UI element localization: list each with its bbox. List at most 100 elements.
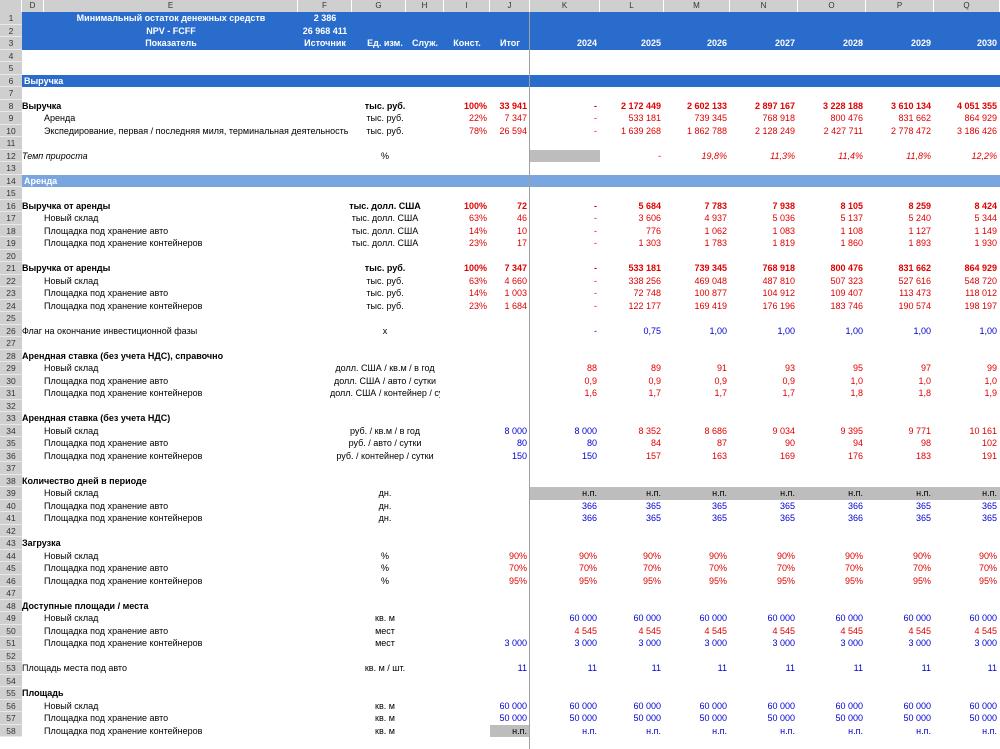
cell-l18[interactable]: 776 xyxy=(645,225,661,236)
cell-g36[interactable]: руб. / контейнер / сутки xyxy=(336,450,434,461)
column-header-h[interactable]: H xyxy=(406,0,444,12)
cell-j35[interactable]: 80 xyxy=(516,438,527,448)
cell-k45[interactable]: 70% xyxy=(578,563,597,573)
cell-m35[interactable]: 87 xyxy=(716,438,727,448)
cell-o29[interactable]: 95 xyxy=(852,363,863,373)
cell-k22[interactable]: - xyxy=(594,275,597,286)
row-number[interactable]: 24 xyxy=(0,299,22,312)
cell-abc6[interactable]: Выручка xyxy=(24,75,64,86)
cell-j16[interactable]: 72 xyxy=(516,200,527,211)
cell-e9[interactable]: Аренда xyxy=(44,113,76,123)
cell-l53[interactable]: 11 xyxy=(651,663,661,673)
cell-e58[interactable]: Площадка под хранение контейнеров xyxy=(44,725,203,736)
cell-g17[interactable]: тыс. долл. США xyxy=(351,213,419,223)
cell-e24[interactable]: Площадка под хранение контейнеров xyxy=(44,300,203,311)
cell-l23[interactable]: 72 748 xyxy=(633,288,661,298)
cell-k36[interactable]: 150 xyxy=(581,450,597,461)
cell-e57[interactable]: Площадка под хранение авто xyxy=(44,713,169,723)
cell-d38[interactable]: Количество дней в периоде xyxy=(22,475,147,486)
row-number[interactable]: 23 xyxy=(0,287,22,300)
cell-m34[interactable]: 8 686 xyxy=(704,425,727,436)
cell-d21[interactable]: Выручка от аренды xyxy=(22,263,111,273)
cell-l57[interactable]: 50 000 xyxy=(633,713,661,723)
cell-n51[interactable]: 3 000 xyxy=(772,638,795,648)
row-number[interactable]: 54 xyxy=(0,674,22,687)
cell-j34[interactable]: 8 000 xyxy=(504,425,527,436)
cell-n39[interactable]: н.п. xyxy=(730,487,798,500)
cell-m41[interactable]: 365 xyxy=(711,513,727,523)
cell-q50[interactable]: 4 545 xyxy=(974,625,997,636)
cell-p58[interactable]: н.п. xyxy=(916,725,931,736)
cell-o51[interactable]: 3 000 xyxy=(840,638,863,648)
column-header-i[interactable]: I xyxy=(444,0,490,12)
cell-d55[interactable]: Площадь xyxy=(22,688,64,698)
cell-q49[interactable]: 60 000 xyxy=(969,613,997,623)
cell-o34[interactable]: 9 395 xyxy=(840,425,863,436)
cell-j45[interactable]: 70% xyxy=(508,563,527,573)
cell-n56[interactable]: 60 000 xyxy=(767,700,795,711)
cell-o31[interactable]: 1,8 xyxy=(850,388,863,398)
row-number[interactable]: 26 xyxy=(0,324,22,337)
cell-n49[interactable]: 60 000 xyxy=(767,613,795,623)
row-number[interactable]: 47 xyxy=(0,587,22,600)
row-number[interactable]: 22 xyxy=(0,274,22,287)
cell-o19[interactable]: 1 860 xyxy=(840,238,863,248)
cell-l22[interactable]: 338 256 xyxy=(628,275,661,286)
cell-m45[interactable]: 70% xyxy=(708,563,727,573)
cell-p26[interactable]: 1,00 xyxy=(913,325,931,336)
row-number[interactable]: 49 xyxy=(0,612,22,625)
cell-j17[interactable]: 46 xyxy=(516,213,527,223)
cell-k9[interactable]: - xyxy=(594,113,597,123)
column-header-k[interactable]: K xyxy=(530,0,600,12)
cell-q24[interactable]: 198 197 xyxy=(964,300,997,311)
cell-k58[interactable]: н.п. xyxy=(582,725,597,736)
cell-g24[interactable]: тыс. руб. xyxy=(366,300,404,311)
cell-q58[interactable]: н.п. xyxy=(982,725,997,736)
cell-d43[interactable]: Загрузка xyxy=(22,538,61,548)
row-number[interactable]: 30 xyxy=(0,374,22,387)
cell-q56[interactable]: 60 000 xyxy=(969,700,997,711)
cell-p56[interactable]: 60 000 xyxy=(903,700,931,711)
cell-p12[interactable]: 11,8% xyxy=(906,150,931,161)
row-number[interactable]: 20 xyxy=(0,249,22,262)
cell-p24[interactable]: 190 574 xyxy=(898,300,931,311)
cell-e2[interactable]: NPV - FCFF xyxy=(146,25,196,36)
cell-p44[interactable]: 90% xyxy=(912,550,931,561)
row-number[interactable]: 5 xyxy=(0,62,22,75)
cell-q18[interactable]: 1 149 xyxy=(974,225,997,236)
cell-m53[interactable]: 11 xyxy=(717,663,727,673)
cell-g18[interactable]: тыс. долл. США xyxy=(351,225,419,236)
cell-o16[interactable]: 8 105 xyxy=(840,200,863,211)
cell-l16[interactable]: 5 684 xyxy=(638,200,661,211)
row-number[interactable]: 40 xyxy=(0,499,22,512)
cell-j3[interactable]: Итог xyxy=(499,38,520,48)
cell-k35[interactable]: 80 xyxy=(586,438,597,448)
cell-o40[interactable]: 366 xyxy=(847,500,863,511)
row-number[interactable]: 13 xyxy=(0,162,22,175)
row-number[interactable]: 33 xyxy=(0,412,22,425)
cell-n10[interactable]: 2 128 249 xyxy=(754,125,795,136)
cell-l26[interactable]: 0,75 xyxy=(643,325,661,336)
cell-m12[interactable]: 19,8% xyxy=(701,150,727,161)
cell-m44[interactable]: 90% xyxy=(708,550,727,561)
cell-n34[interactable]: 9 034 xyxy=(772,425,795,436)
cell-q29[interactable]: 99 xyxy=(986,363,997,373)
cell-q57[interactable]: 50 000 xyxy=(969,713,997,723)
cell-e3[interactable]: Показатель xyxy=(145,38,197,48)
column-header-e[interactable]: E xyxy=(44,0,298,12)
cell-e36[interactable]: Площадка под хранение контейнеров xyxy=(44,450,203,461)
row-number[interactable]: 35 xyxy=(0,437,22,450)
cell-q10[interactable]: 3 186 426 xyxy=(956,125,997,136)
cell-i17[interactable]: 63% xyxy=(468,213,487,223)
cell-p30[interactable]: 1,0 xyxy=(918,375,931,386)
cell-k31[interactable]: 1,6 xyxy=(584,388,597,398)
cell-n8[interactable]: 2 897 167 xyxy=(754,100,795,111)
cell-i23[interactable]: 14% xyxy=(468,288,487,298)
cell-g16[interactable]: тыс. долл. США xyxy=(349,200,421,211)
cell-p34[interactable]: 9 771 xyxy=(908,425,931,436)
row-number[interactable]: 56 xyxy=(0,699,22,712)
cell-q44[interactable]: 90% xyxy=(978,550,997,561)
cell-m56[interactable]: 60 000 xyxy=(699,700,727,711)
cell-k17[interactable]: - xyxy=(594,213,597,223)
cell-m30[interactable]: 0,9 xyxy=(714,375,727,386)
